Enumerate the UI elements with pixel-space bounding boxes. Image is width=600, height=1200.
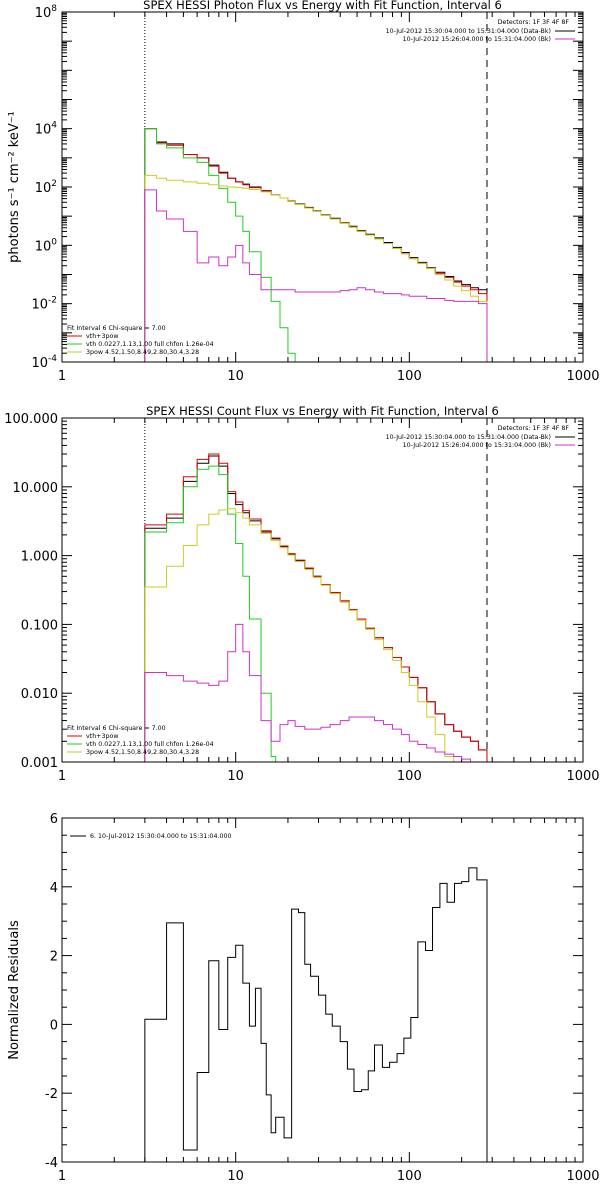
legend-detectors: Detectors: 1F 3F 4F 8F <box>498 425 570 432</box>
plot-frame <box>61 817 584 1163</box>
legend-entry-text: 10-Jul-2012 15:30:04.000 to 15:31:04.000… <box>386 434 551 441</box>
x-tick-label: 1 <box>58 1169 66 1184</box>
y-tick-exponent: 2 <box>51 179 57 189</box>
series-line <box>144 508 455 762</box>
residuals-panel: Normalized Residuals 1 10 100 1000 -4 -2 0 2 4 6 6.… <box>7 812 600 1184</box>
y-tick-label: 2 <box>50 950 58 965</box>
y-tick-label: 0.010 <box>21 687 58 702</box>
y-tick-exponent: 4 <box>51 121 57 131</box>
chart-title: SPEX HESSI Photon Flux vs Energy with Fi… <box>143 0 502 12</box>
series-line <box>144 128 296 362</box>
y-axis-label: Normalized Residuals <box>7 920 22 1060</box>
y-tick-base: 10 <box>35 6 52 21</box>
series-group <box>144 867 488 1162</box>
legend-entry-text: 6. 10-Jul-2012 15:30:04.000 to 15:31:04.… <box>90 833 231 840</box>
x-tick-label: 100 <box>397 369 422 384</box>
y-tick-base: 10 <box>31 298 48 313</box>
series-line <box>144 128 488 362</box>
y-tick-label: -4 <box>45 1156 58 1171</box>
x-tick-label: 1000 <box>566 1169 599 1184</box>
y-tick-label: 6 <box>50 812 58 827</box>
series-line <box>144 455 488 762</box>
series-line <box>144 128 488 362</box>
legend-entry-text: 10-Jul-2012 15:30:04.000 to 15:31:04.000… <box>386 28 551 35</box>
legend-entry-text: vth 0.0227,1.13,1.00 full chfon 1.26e-04 <box>86 741 214 748</box>
x-tick-label: 1 <box>58 769 66 784</box>
x-tick-label: 10 <box>227 769 244 784</box>
y-tick-label: 1.000 <box>21 550 58 565</box>
y-tick-base: 10 <box>35 123 52 138</box>
y-tick-label: -2 <box>45 1087 58 1102</box>
y-tick-base: 10 <box>35 239 52 254</box>
x-tick-label: 1000 <box>566 769 599 784</box>
chart-title: SPEX HESSI Count Flux vs Energy with Fit… <box>146 404 499 418</box>
y-tick-label: 0 <box>50 1018 58 1033</box>
legend-fit-header: Fit Interval 6 Chi-square = 7.00 <box>67 325 166 332</box>
legend-entry-text: 10-Jul-2012 15:26:04.000 to 15:31:04.000… <box>403 442 551 449</box>
y-tick-exponent: 8 <box>51 4 57 14</box>
x-tick-label: 100 <box>397 769 422 784</box>
y-tick-label: 10.000 <box>13 481 59 496</box>
series-line <box>144 189 488 362</box>
photon-flux-panel: SPEX HESSI Photon Flux vs Energy with Fi… <box>7 0 600 384</box>
y-axis-label: photons s⁻¹ cm⁻² keV⁻¹ <box>7 111 22 263</box>
series-line <box>144 453 488 762</box>
y-tick-exponent: -4 <box>48 354 57 364</box>
y-tick-exponent: -2 <box>48 296 57 306</box>
series-group <box>144 128 488 362</box>
plot-frame <box>61 417 584 763</box>
legend-detectors: Detectors: 1F 3F 4F 8F <box>498 19 570 26</box>
plot-frame <box>61 11 584 363</box>
legend-entry-text: vth+3pow <box>86 333 118 340</box>
legend-entry-text: 3pow 4.52,1.50,8.49,2.80,30.4,3.28 <box>86 349 199 356</box>
y-tick-base: 10 <box>35 181 52 196</box>
x-tick-label: 10 <box>227 1169 244 1184</box>
y-tick-label: 108 <box>35 4 58 21</box>
legend-entry-text: 10-Jul-2012 15:26:04.000 to 15:31:04.000… <box>403 36 551 43</box>
series-group <box>144 453 488 762</box>
y-tick-label: 10-2 <box>31 296 57 313</box>
series-line <box>144 174 488 362</box>
x-tick-label: 1000 <box>566 369 599 384</box>
y-tick-label: 100.000 <box>4 412 58 427</box>
legend-entry-text: vth+3pow <box>86 733 118 740</box>
y-tick-label: 0.001 <box>21 756 58 771</box>
series-line <box>144 867 488 1162</box>
y-tick-exponent: 0 <box>51 237 57 247</box>
x-tick-label: 1 <box>58 369 66 384</box>
y-tick-base: 10 <box>31 356 48 371</box>
y-tick-label: 104 <box>35 121 58 138</box>
y-tick-label: 0.100 <box>21 618 58 633</box>
legend-fit-header: Fit Interval 6 Chi-square = 7.00 <box>67 725 166 732</box>
series-line <box>144 465 277 762</box>
legend-entry-text: 3pow 4.52,1.50,8.49,2.80,30.4,3.28 <box>86 749 199 756</box>
legend-entry-text: vth 0.0227,1.13,1.00 full chfon 1.26e-04 <box>86 341 214 348</box>
y-tick-label: 4 <box>50 881 58 896</box>
y-tick-label: 100 <box>35 237 58 254</box>
series-line <box>144 623 487 762</box>
x-tick-label: 10 <box>227 369 244 384</box>
y-tick-label: 102 <box>35 179 57 196</box>
x-tick-label: 100 <box>397 1169 422 1184</box>
count-flux-panel: SPEX HESSI Count Flux vs Energy with Fit… <box>4 404 599 784</box>
y-tick-label: 10-4 <box>31 354 57 371</box>
